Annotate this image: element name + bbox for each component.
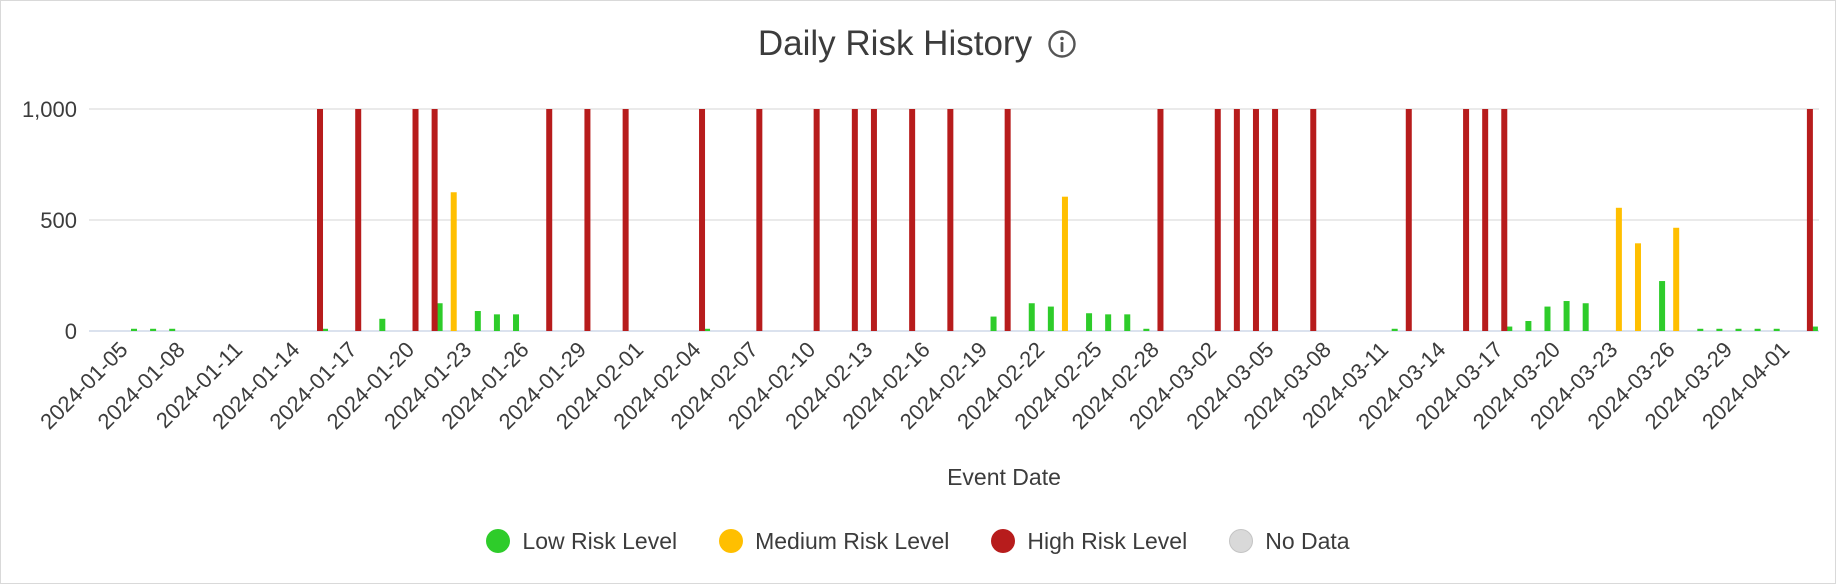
bar (1252, 109, 1259, 331)
bar (169, 328, 176, 331)
bar (1506, 326, 1513, 331)
bar (813, 109, 820, 331)
legend-item-high[interactable]: High Risk Level (991, 528, 1187, 555)
info-icon[interactable] (1046, 28, 1078, 60)
bar (1405, 109, 1412, 331)
bar (622, 109, 629, 331)
high-risk-dot-icon (991, 529, 1016, 553)
bar (699, 109, 706, 331)
bar (1157, 109, 1164, 331)
y-tick-label: 0 (65, 319, 77, 344)
bar (1563, 301, 1570, 331)
low-risk-dot-icon (486, 529, 511, 553)
bar (431, 109, 438, 331)
chart-plot: 05001,0002024-01-052024-01-082024-01-112… (22, 97, 1819, 490)
bar (1806, 109, 1813, 331)
bar (412, 109, 419, 331)
legend-item-medium[interactable]: Medium Risk Level (719, 528, 949, 555)
bar (1233, 109, 1240, 331)
y-tick-label: 500 (40, 208, 77, 233)
no-data-dot-icon (1229, 529, 1254, 553)
legend-label-low: Low Risk Level (522, 527, 678, 554)
bar (1482, 109, 1489, 331)
bar (1673, 227, 1680, 331)
bar (1028, 303, 1035, 331)
bar (546, 109, 553, 331)
bar (436, 303, 443, 331)
bar (1615, 207, 1622, 331)
legend: Low Risk Level Medium Risk Level High Ri… (1, 523, 1835, 559)
bar (1004, 109, 1011, 331)
chart-title: Daily Risk History (757, 24, 1033, 63)
bar (1391, 328, 1398, 331)
bar (704, 328, 711, 331)
bar (947, 109, 954, 331)
bar (1310, 109, 1317, 331)
bar (1544, 306, 1551, 331)
bar (1086, 313, 1093, 331)
bar (1214, 109, 1221, 331)
bar (1811, 326, 1818, 331)
medium-risk-dot-icon (719, 529, 744, 553)
bar (1773, 328, 1780, 331)
bar (1754, 328, 1761, 331)
bar (322, 328, 329, 331)
bar (317, 109, 324, 331)
bar (870, 109, 877, 331)
bar (1525, 321, 1532, 331)
bar (1634, 243, 1641, 331)
legend-item-nodata[interactable]: No Data (1229, 527, 1350, 555)
legend-label-high: High Risk Level (1027, 527, 1188, 554)
legend-item-low[interactable]: Low Risk Level (486, 528, 677, 555)
bar (1061, 196, 1068, 331)
bar (909, 109, 916, 331)
bar (513, 314, 520, 331)
bar (1735, 328, 1742, 331)
y-tick-label: 1,000 (22, 97, 77, 122)
bar (584, 109, 591, 331)
bar (1143, 328, 1150, 331)
x-axis-label: Event Date (947, 464, 1061, 490)
bar (851, 109, 858, 331)
bar (150, 328, 157, 331)
bar (1124, 314, 1131, 331)
bar (355, 109, 362, 331)
bar (379, 318, 386, 331)
bar (1047, 306, 1054, 331)
bar (1105, 314, 1112, 331)
legend-label-nodata: No Data (1265, 527, 1350, 554)
bar (1716, 328, 1723, 331)
bar (1697, 328, 1704, 331)
bar (1582, 303, 1589, 331)
bar (493, 314, 500, 331)
bar (1463, 109, 1470, 331)
bar (990, 316, 997, 331)
bar (1272, 109, 1279, 331)
bar (756, 109, 763, 331)
chart-header: Daily Risk History (1, 19, 1835, 69)
bar (131, 328, 137, 331)
legend-label-medium: Medium Risk Level (755, 527, 950, 554)
bar (450, 192, 457, 331)
bar (1501, 109, 1508, 331)
bar (474, 311, 481, 331)
bar (1659, 281, 1666, 331)
